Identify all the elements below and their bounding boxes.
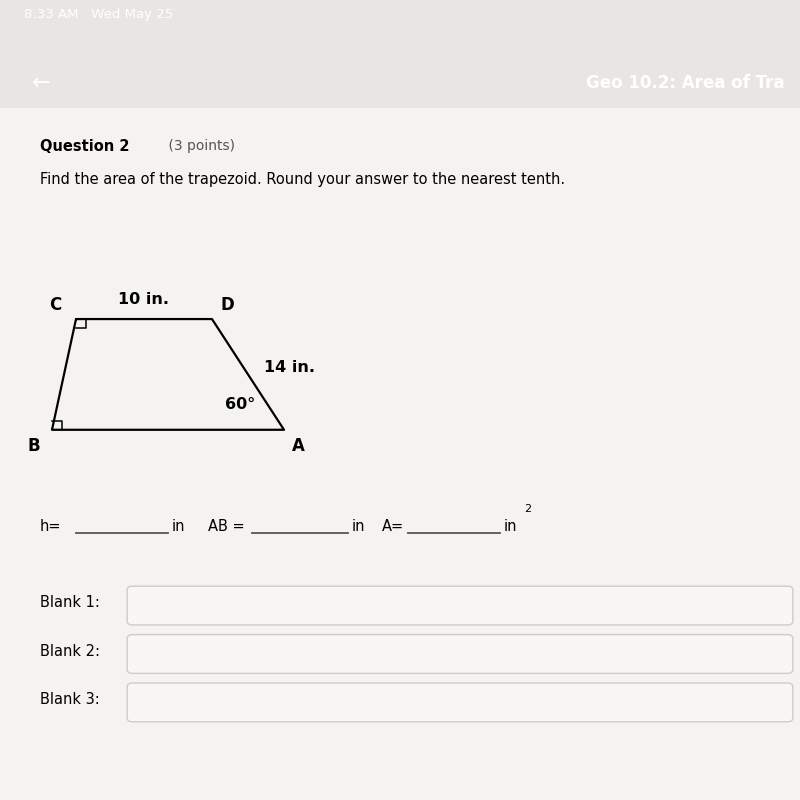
Text: Question 2: Question 2	[40, 139, 130, 154]
Text: in: in	[504, 519, 518, 534]
FancyBboxPatch shape	[127, 586, 793, 625]
Text: Find the area of the trapezoid. Round your answer to the nearest tenth.: Find the area of the trapezoid. Round yo…	[40, 172, 565, 186]
FancyBboxPatch shape	[0, 108, 800, 800]
Text: Blank 2:: Blank 2:	[40, 644, 100, 658]
Text: 8:33 AM   Wed May 25: 8:33 AM Wed May 25	[24, 8, 174, 21]
Text: in: in	[352, 519, 366, 534]
Text: Blank 1:: Blank 1:	[40, 595, 100, 610]
Text: 10 in.: 10 in.	[118, 292, 170, 306]
Text: C: C	[50, 295, 62, 314]
Text: 2: 2	[524, 504, 531, 514]
Text: (3 points): (3 points)	[164, 139, 235, 153]
Text: 60°: 60°	[225, 398, 255, 413]
Text: A: A	[292, 437, 305, 454]
Text: A=: A=	[382, 519, 404, 534]
Text: h=: h=	[40, 519, 62, 534]
FancyBboxPatch shape	[127, 634, 793, 674]
FancyBboxPatch shape	[127, 683, 793, 722]
Text: ←: ←	[32, 73, 50, 93]
Text: in: in	[172, 519, 186, 534]
Text: B: B	[27, 437, 40, 454]
Text: Blank 3:: Blank 3:	[40, 692, 100, 707]
Text: Geo 10.2: Area of Tra: Geo 10.2: Area of Tra	[586, 74, 784, 92]
Text: D: D	[220, 295, 234, 314]
Text: 14 in.: 14 in.	[264, 360, 315, 375]
Text: AB =: AB =	[208, 519, 245, 534]
